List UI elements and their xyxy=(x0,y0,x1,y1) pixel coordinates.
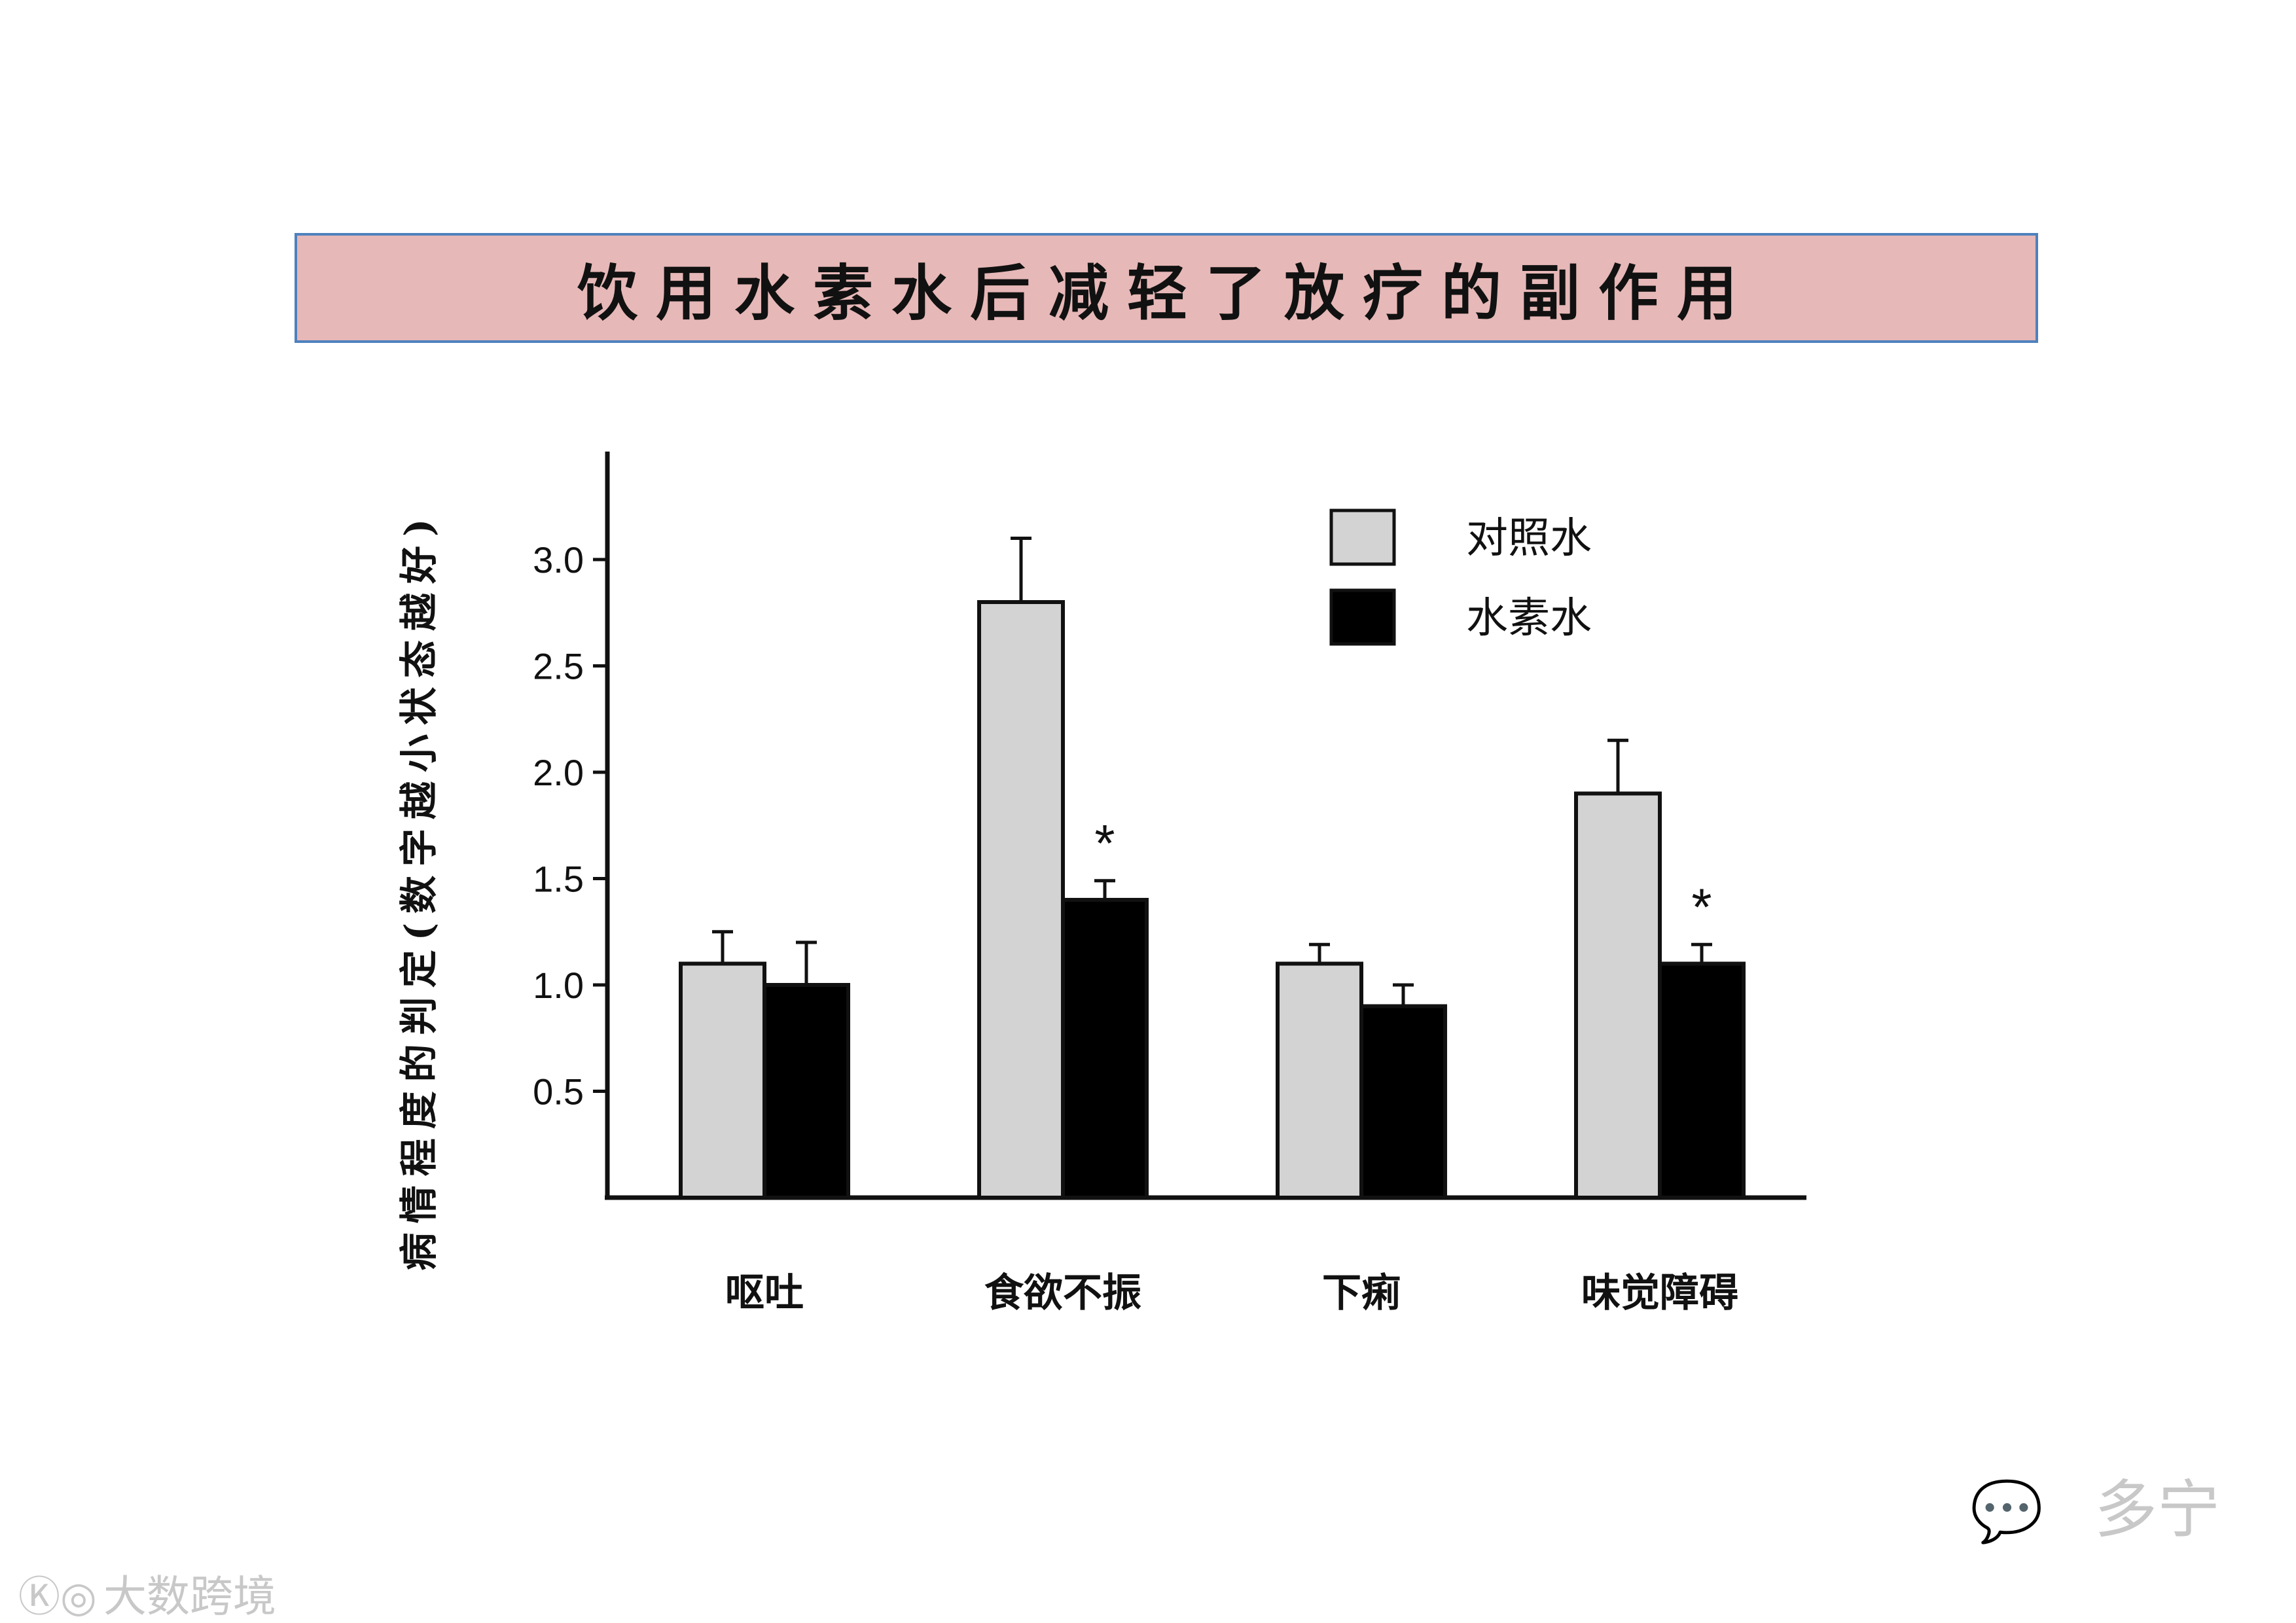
watermark-right-text: 多宁 xyxy=(2094,1473,2220,1546)
watermark-left-logo: Ⓚ◎ xyxy=(18,1573,97,1622)
x-category-label: 味觉障碍 xyxy=(1581,1270,1738,1316)
x-category-label: 呕吐 xyxy=(725,1270,804,1316)
y-tick-label: 1.0 xyxy=(533,965,584,1006)
watermark-left-text: 大数跨境 xyxy=(103,1571,276,1622)
watermarks: Ⓚ◎ 大数跨境 💬 多宁 xyxy=(18,1473,2220,1622)
y-axis-title-group: 病情程度的判定(数字越小状态越好) xyxy=(397,510,441,1271)
chart-title: 饮用水素水后减轻了放疗的副作用 xyxy=(577,257,1755,329)
title-banner: 饮用水素水后减轻了放疗的副作用 xyxy=(295,233,2038,343)
bar-control xyxy=(1574,791,1662,1200)
legend-label: 对照水 xyxy=(1466,514,1592,563)
x-category-label: 食欲不振 xyxy=(984,1270,1141,1316)
bar-hydrogen xyxy=(762,983,850,1200)
wechat-icon: 💬 xyxy=(1970,1477,2043,1546)
legend-swatch xyxy=(1329,588,1396,646)
y-tick-label: 3.0 xyxy=(533,539,584,580)
y-tick-label: 2.5 xyxy=(533,646,584,687)
legend-swatch xyxy=(1329,508,1396,566)
x-category-label: 下痢 xyxy=(1322,1270,1401,1316)
y-tick-label: 1.5 xyxy=(533,859,584,900)
bar-hydrogen xyxy=(1061,898,1149,1200)
bar-hydrogen xyxy=(1658,961,1746,1200)
bars-group: 呕吐 * 食欲不振 下痢 * 味觉障碍 xyxy=(679,537,1746,1316)
legend-label: 水素水 xyxy=(1466,594,1592,643)
y-axis-title: 病情程度的判定(数字越小状态越好) xyxy=(397,510,441,1271)
bar-control xyxy=(679,961,766,1200)
bar-hydrogen xyxy=(1359,1004,1447,1200)
significance-marker: * xyxy=(1691,878,1712,936)
y-tick-label: 0.5 xyxy=(533,1071,584,1113)
y-tick-label: 2.0 xyxy=(533,752,584,793)
bar-control xyxy=(977,600,1065,1200)
significance-marker: * xyxy=(1094,814,1115,872)
bar-control xyxy=(1276,961,1363,1200)
